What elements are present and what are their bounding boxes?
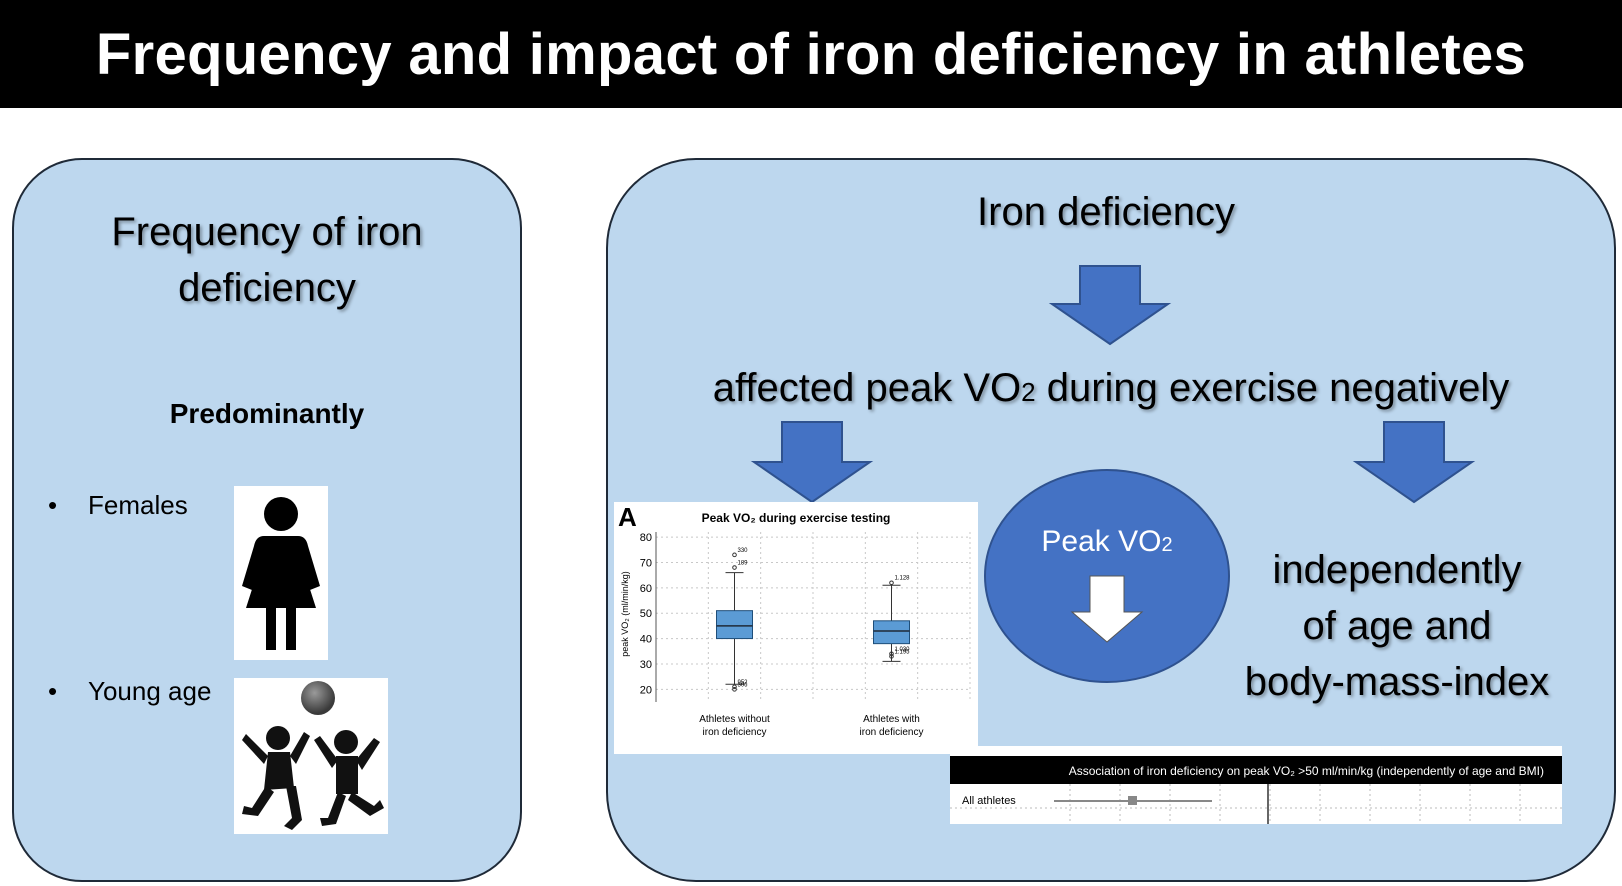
outlier-point [889, 580, 894, 586]
female-person-icon [234, 486, 328, 660]
panel-label: A [618, 502, 637, 532]
y-tick-label: 80 [640, 532, 652, 544]
bullet-dot: • [48, 490, 58, 520]
outlier-label: 330 [738, 548, 749, 554]
y-axis-label: peak VO₂ (ml/min/kg) [620, 571, 630, 657]
outlier-label: 952 [738, 680, 749, 686]
iron-deficiency-label: Iron deficiency [977, 190, 1235, 234]
title-bar: Frequency and impact of iron deficiency … [0, 0, 1622, 108]
chart-title: Peak VO₂ during exercise testing [702, 511, 891, 525]
predominantly-label: Predominantly [169, 398, 365, 429]
outlier-label: 306 [738, 682, 749, 688]
outlier-label: 1.030 [895, 647, 911, 653]
box-iqr [716, 610, 753, 640]
peak-vo2-circle-label: Peak VO2 [1041, 525, 1173, 558]
independently-text: independently of age and body-mass-index [1232, 542, 1562, 710]
outlier-point [732, 565, 737, 570]
down-arrow-icon [750, 421, 874, 504]
box-iqr [873, 620, 910, 645]
outlier-point [889, 654, 894, 659]
peak-vo2-effect-label: affected peak VO2 during exercise negati… [712, 366, 1510, 410]
independently-line1: independently [1272, 548, 1522, 592]
y-ticks: 80 70 60 50 40 30 20 [640, 532, 652, 696]
outlier-label: 189 [738, 561, 749, 567]
peak-vo2-circle [984, 469, 1230, 683]
bullet-females: Females [88, 490, 188, 520]
category-label: Athletes without [699, 714, 770, 725]
independently-line2: of age and [1302, 604, 1492, 648]
forest-row-label: All athletes [962, 795, 1016, 807]
outlier-point [889, 651, 894, 657]
independently-line3: body-mass-index [1244, 660, 1550, 704]
children-playing-ball-icon [234, 678, 388, 834]
category-label: iron deficiency [860, 727, 924, 738]
category-label: iron deficiency [703, 727, 767, 738]
outlier-point [732, 684, 737, 690]
boxplot-svg: A Peak VO₂ during exercise testing peak … [618, 502, 971, 738]
y-tick-label: 20 [640, 684, 652, 696]
category-labels: Athletes without iron deficiency Athletes … [699, 714, 923, 738]
y-tick-label: 30 [640, 659, 652, 671]
frequency-heading-line1: Frequency of iron [111, 210, 423, 254]
peak-vo2-boxplot: A Peak VO₂ during exercise testing peak … [614, 502, 978, 754]
box-group [716, 572, 753, 685]
grid [655, 532, 971, 702]
outlier-point [732, 552, 737, 558]
forest-title: Association of iron deficiency on peak V… [1069, 764, 1544, 778]
outlier-point [732, 687, 737, 692]
frequency-heading: Frequency of iron deficiency [12, 204, 522, 316]
down-arrow-icon [1352, 421, 1476, 504]
down-arrow-icon [1048, 265, 1172, 346]
bullet-young-age: Young age [88, 676, 212, 706]
y-tick-label: 50 [640, 608, 652, 620]
frequency-heading-line2: deficiency [178, 266, 356, 310]
y-tick-label: 70 [640, 557, 652, 569]
y-tick-label: 40 [640, 634, 652, 646]
category-label: Athletes with [863, 714, 920, 725]
outlier-label: 1.128 [895, 576, 911, 582]
page-title: Frequency and impact of iron deficiency … [95, 21, 1527, 87]
y-tick-label: 60 [640, 583, 652, 595]
forest-plot-strip: Association of iron deficiency on peak V… [950, 746, 1562, 824]
outlier-label: 1.195 [895, 649, 911, 655]
bullet-dot: • [48, 676, 58, 706]
